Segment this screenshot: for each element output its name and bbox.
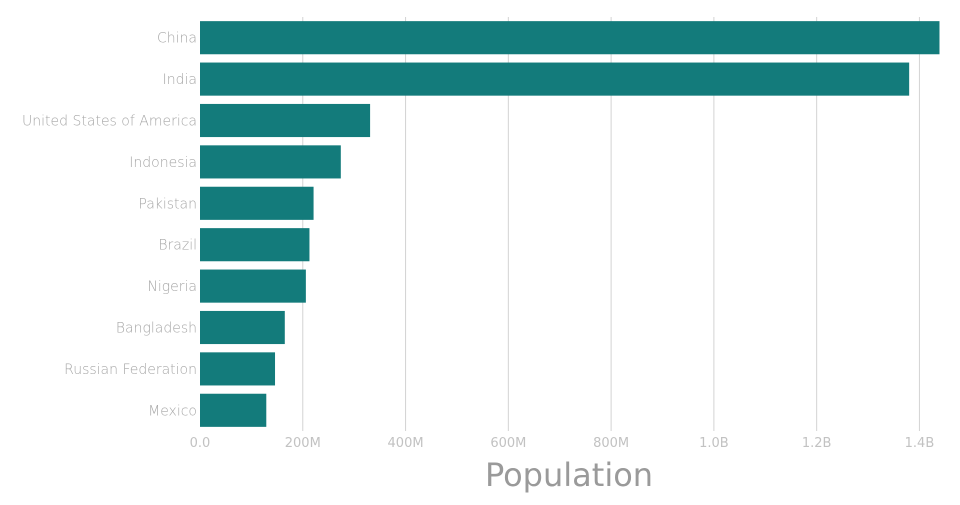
category-label: Nigeria	[147, 279, 197, 295]
category-labels: China India United States of America Indone…	[22, 31, 197, 420]
category-label: Mexico	[148, 403, 197, 419]
x-axis-title: Population	[485, 456, 653, 494]
x-tick-label: 200M	[285, 436, 321, 451]
x-tick-label: 800M	[593, 436, 629, 451]
bar	[200, 352, 276, 386]
bar	[200, 310, 285, 345]
x-tick-label: 0.0	[190, 436, 211, 451]
bar	[200, 21, 940, 55]
x-axis-ticks: 0.0 200M 400M 600M 800M 1.0B 1.2B 1.4B	[190, 436, 935, 451]
category-label: Indonesia	[129, 155, 197, 171]
bar-layer	[200, 21, 940, 427]
x-tick-label: 1.0B	[699, 436, 729, 451]
category-label: United States of America	[22, 114, 197, 130]
x-tick-label: 1.2B	[802, 436, 832, 451]
x-tick-label: 400M	[388, 436, 424, 451]
bar	[200, 186, 314, 220]
category-label: Russian Federation	[64, 362, 197, 378]
x-tick-label: 1.4B	[905, 436, 935, 451]
category-label: Brazil	[158, 238, 197, 254]
bar	[200, 393, 267, 427]
bar	[200, 269, 306, 303]
bar	[200, 228, 310, 262]
category-label: Pakistan	[138, 196, 197, 212]
bar	[200, 103, 371, 138]
category-label: Bangladesh	[116, 321, 197, 337]
category-label: China	[157, 31, 197, 47]
bar	[200, 145, 341, 179]
x-tick-label: 600M	[490, 436, 526, 451]
category-label: India	[163, 72, 197, 88]
bar	[200, 62, 910, 96]
